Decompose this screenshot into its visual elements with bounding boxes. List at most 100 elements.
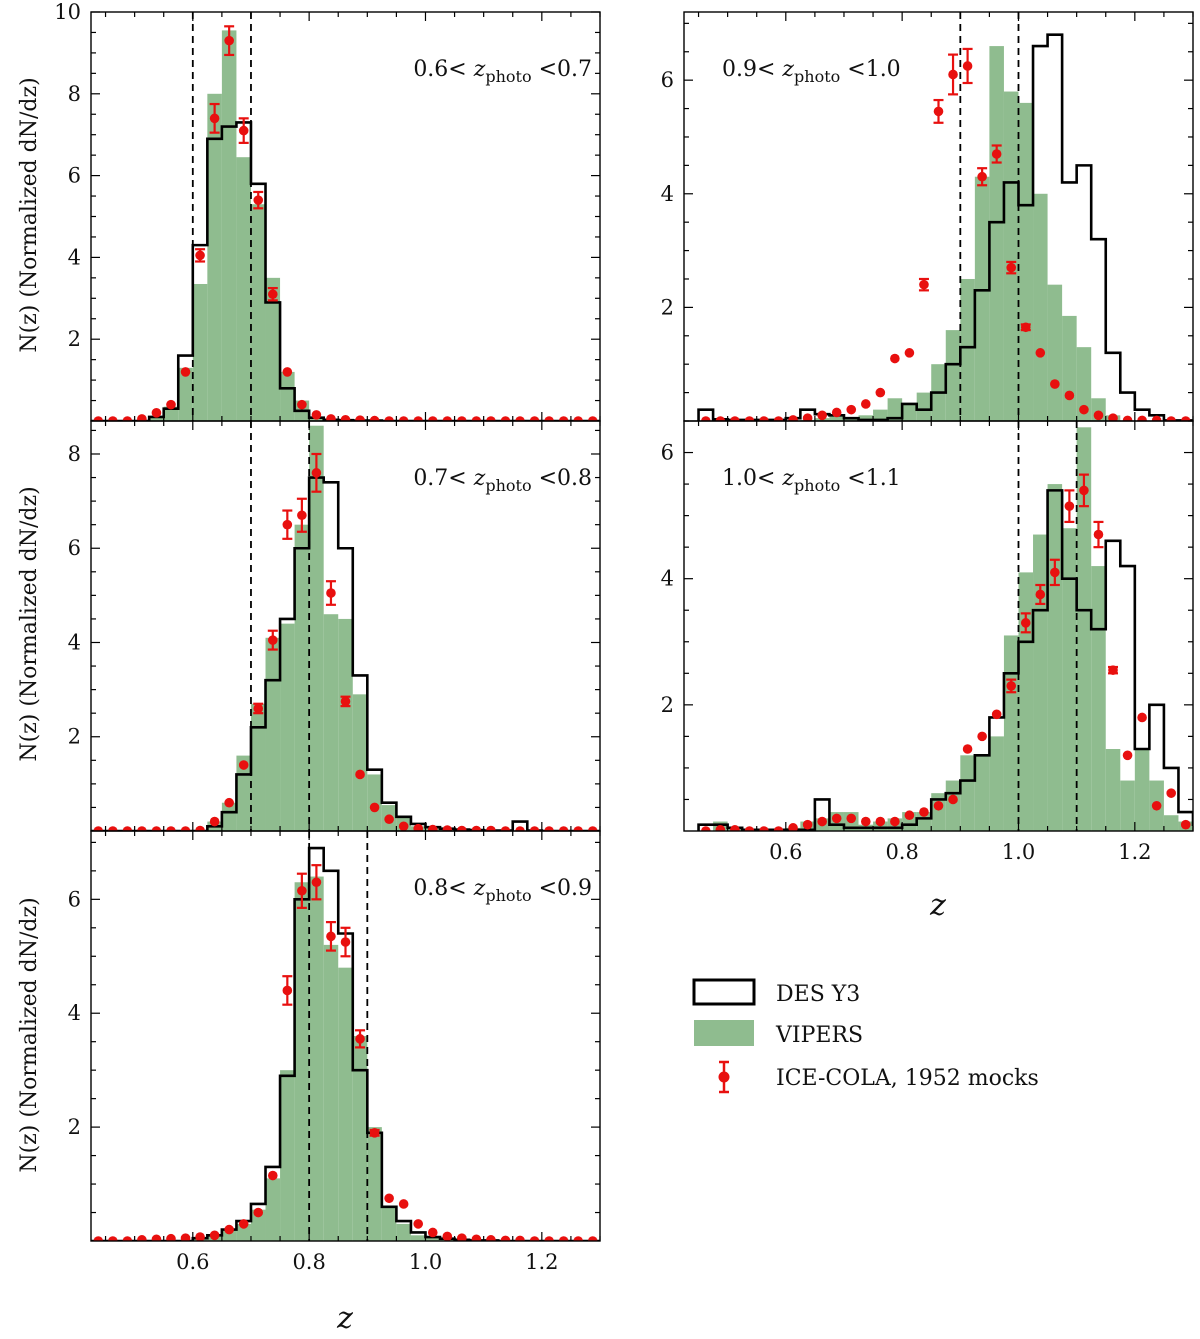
icecola-point <box>108 416 118 421</box>
icecola-point <box>282 975 293 1006</box>
icecola-point <box>1195 823 1200 833</box>
icecola-point <box>1195 416 1200 426</box>
vipers-bar <box>425 1238 441 1241</box>
vipers-bar <box>309 876 324 1241</box>
icecola-point <box>573 416 583 421</box>
icecola-point <box>1108 413 1118 421</box>
icecola-point <box>137 1235 147 1241</box>
vipers-bar <box>396 1223 411 1241</box>
vipers-bar <box>1062 315 1077 421</box>
icecola-point <box>962 47 973 85</box>
icecola-point <box>93 416 104 421</box>
vipers-bar <box>1163 815 1179 831</box>
y-tick-label: 4 <box>661 182 674 206</box>
icecola-point <box>991 144 1002 164</box>
icecola-point <box>544 826 554 831</box>
icecola-point <box>573 1236 583 1241</box>
vipers-bar <box>960 278 975 421</box>
panel-annotation: 0.6< zphoto <0.7 <box>413 57 592 86</box>
legend-icecola-label: ICE-COLA, 1952 mocks <box>776 1066 1039 1091</box>
y-tick-label: 2 <box>661 295 674 319</box>
icecola-point <box>744 826 755 831</box>
icecola-point <box>701 826 711 831</box>
icecola-point <box>224 25 235 57</box>
vipers-bar <box>1003 91 1019 421</box>
icecola-point <box>904 810 915 821</box>
icecola-point <box>759 826 769 831</box>
vipers-bar <box>945 330 961 421</box>
vipers-bar <box>1018 102 1034 421</box>
vipers-bar <box>265 1178 281 1241</box>
icecola-point <box>122 1236 133 1241</box>
icecola-point <box>573 826 583 831</box>
icecola-point <box>904 348 915 358</box>
icecola-point <box>773 826 784 831</box>
icecola-point <box>544 416 554 421</box>
icecola-point <box>311 864 322 901</box>
panel-annotation: 0.9< zphoto <1.0 <box>722 57 901 86</box>
icecola-point <box>817 816 827 827</box>
x-tick-label: 0.6 <box>176 1250 209 1274</box>
vipers-bar <box>352 1036 368 1241</box>
y-tick-label: 4 <box>68 630 81 654</box>
ylabel-left-top: N(z) (Normalized dN/dz) <box>17 77 42 352</box>
vipers-bar <box>294 882 310 1241</box>
icecola-point <box>500 1235 511 1241</box>
icecola-point <box>398 821 409 831</box>
icecola-point <box>544 1236 554 1241</box>
icecola-point <box>587 1236 598 1241</box>
icecola-point <box>1049 558 1060 587</box>
icecola-point <box>933 800 944 811</box>
icecola-point <box>933 98 944 124</box>
icecola-point <box>1050 379 1060 389</box>
icecola-point <box>1035 348 1046 358</box>
icecola-point <box>1064 390 1075 401</box>
icecola-point <box>398 1199 409 1209</box>
vipers-bar <box>1033 534 1048 831</box>
icecola-point <box>398 416 409 421</box>
icecola-point <box>1035 583 1046 606</box>
icecola-point <box>587 826 598 831</box>
y-tick-label: 6 <box>68 887 81 911</box>
icecola-point <box>1020 612 1031 634</box>
icecola-point <box>427 416 438 421</box>
icecola-point <box>875 387 886 398</box>
vipers-bar <box>367 1127 382 1241</box>
icecola-point <box>1166 416 1176 421</box>
legend-vipers-swatch <box>694 1020 754 1046</box>
vipers-bar <box>989 736 1004 831</box>
icecola-point <box>238 1219 249 1229</box>
icecola-point <box>427 824 438 831</box>
vipers-bar <box>1047 484 1063 831</box>
xlabel-right: z <box>929 888 946 923</box>
y-tick-label: 2 <box>68 725 81 749</box>
y-tick-label: 6 <box>661 441 674 465</box>
icecola-point <box>1078 473 1089 508</box>
icecola-point <box>355 415 365 421</box>
y-tick-label: 2 <box>661 693 674 717</box>
y-tick-label: 6 <box>68 164 81 188</box>
vipers-bar <box>280 1070 295 1241</box>
vipers-bar <box>873 409 888 421</box>
icecola-point <box>325 921 336 952</box>
x-tick-label: 0.8 <box>885 840 918 864</box>
icecola-point <box>919 807 929 817</box>
icecola-point <box>471 416 482 421</box>
legend-des-y3-swatch <box>692 978 756 1006</box>
des-y3-step <box>91 121 600 421</box>
icecola-point <box>486 1235 496 1241</box>
icecola-point <box>457 825 467 831</box>
icecola-point <box>860 399 871 409</box>
vipers-bar <box>265 277 281 421</box>
panel-0.7-0.8: 2 4 6 8 0.7< zphoto <0.8 <box>68 420 601 832</box>
icecola-point <box>457 1233 467 1241</box>
icecola-point <box>831 813 842 824</box>
icecola-point <box>846 813 857 824</box>
icecola-point <box>558 826 569 831</box>
icecola-point <box>486 825 496 831</box>
vipers-bar <box>294 524 310 831</box>
icecola-point <box>413 1219 424 1229</box>
icecola-point <box>282 509 293 540</box>
icecola-point <box>442 825 453 831</box>
icecola-point <box>558 416 569 421</box>
